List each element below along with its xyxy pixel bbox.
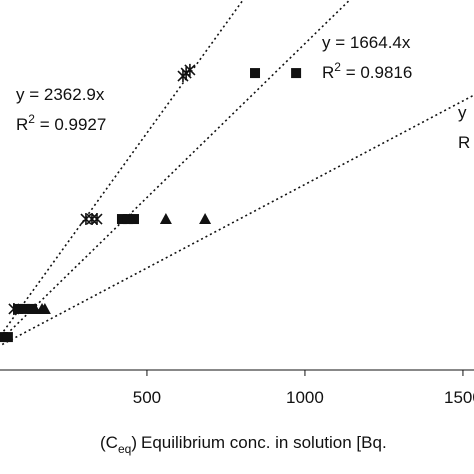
x-axis-label: (Ceq) Equilibrium conc. in solution [Bq. <box>100 433 387 456</box>
r2-part: R <box>458 133 470 152</box>
trend-equation: y = 1664.4x <box>322 33 411 52</box>
point <box>38 302 51 314</box>
point <box>159 213 172 225</box>
point <box>199 213 212 225</box>
r2-part: 2 <box>334 60 341 74</box>
point <box>2 332 13 343</box>
trend-equation: y <box>458 103 467 122</box>
point <box>125 213 138 225</box>
point <box>116 214 127 225</box>
x-tick-label: 500 <box>133 388 161 407</box>
point <box>184 63 196 76</box>
trendline <box>0 94 474 347</box>
point <box>250 68 261 79</box>
x-tick-label: 1000 <box>286 388 324 407</box>
r2-part: = 0.9816 <box>341 63 412 82</box>
x-label-part: Equilibrium conc. in solution [Bq. <box>141 433 387 452</box>
r2-part: = 0.9927 <box>35 115 106 134</box>
point <box>80 213 92 226</box>
trendline <box>0 0 245 338</box>
x-label-part: (C <box>100 433 118 452</box>
point <box>91 213 103 226</box>
trend-equation: y = 2362.9x <box>16 85 105 104</box>
x-tick-label: 1500 <box>444 388 474 407</box>
r2-part: R <box>322 63 334 82</box>
trend-r2: R2 = 0.9927 <box>16 112 106 134</box>
x-label-sub: eq <box>118 442 131 456</box>
r2-part: 2 <box>28 112 35 126</box>
trend-r2: R <box>458 133 470 152</box>
x-label-part: ) <box>131 433 137 452</box>
point <box>13 303 24 314</box>
trend-r2: R2 = 0.9816 <box>322 60 412 82</box>
point <box>291 68 302 79</box>
trendline <box>0 0 351 342</box>
r2-part: R <box>16 115 28 134</box>
point <box>19 303 30 314</box>
